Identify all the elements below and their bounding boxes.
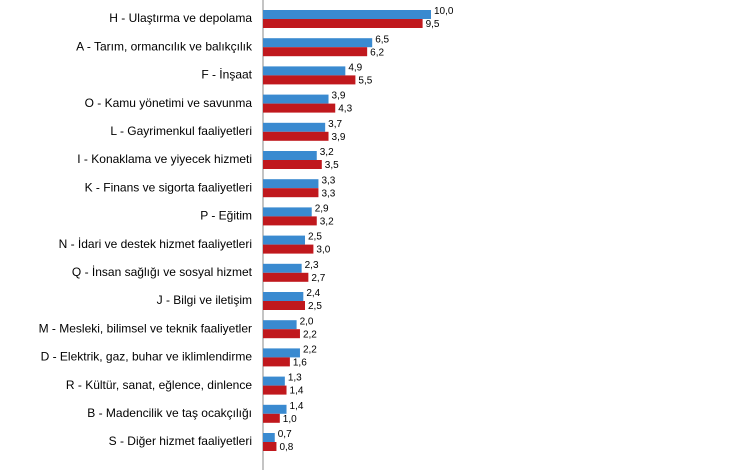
- category-label: A - Tarım, ormancılık ve balıkçılık: [76, 39, 253, 53]
- value-label: 0,8: [279, 442, 293, 453]
- bar: [263, 442, 277, 451]
- value-label: 5,5: [358, 76, 372, 87]
- category-label: J - Bilgi ve iletişim: [157, 293, 252, 307]
- category-label: R - Kültür, sanat, eğlence, dinlence: [66, 378, 252, 392]
- value-label: 1,4: [290, 401, 304, 412]
- category-label: Q - İnsan sağlığı ve sosyal hizmet: [72, 265, 253, 279]
- value-label: 1,4: [290, 386, 304, 397]
- bar: [263, 94, 329, 104]
- bar: [263, 188, 319, 198]
- value-label: 4,9: [348, 63, 362, 74]
- category-label: N - İdari ve destek hizmet faaliyetleri: [59, 237, 252, 251]
- bar: [263, 376, 285, 386]
- value-label: 1,6: [293, 358, 307, 369]
- value-label: 4,3: [338, 104, 352, 115]
- bar: [263, 47, 368, 57]
- value-label: 1,3: [288, 373, 302, 384]
- value-label: 3,5: [325, 160, 339, 171]
- value-label: 2,7: [311, 273, 325, 284]
- bar: [263, 151, 317, 160]
- value-label: 6,5: [375, 34, 389, 45]
- value-label: 3,2: [320, 147, 334, 158]
- bar: [263, 385, 287, 395]
- bar: [263, 404, 287, 414]
- value-label: 3,0: [316, 245, 330, 256]
- category-label: F - İnşaat: [201, 68, 252, 82]
- category-label: K - Finans ve sigorta faaliyetleri: [85, 180, 252, 194]
- bar: [263, 433, 275, 442]
- value-label: 3,7: [328, 119, 342, 130]
- bar: [263, 329, 300, 339]
- bar: [263, 263, 302, 273]
- value-label: 1,0: [283, 414, 297, 425]
- category-label: M - Mesleki, bilimsel ve teknik faaliyet…: [39, 321, 252, 335]
- bar: [263, 216, 317, 226]
- value-label: 6,2: [370, 47, 384, 58]
- value-label: 9,5: [426, 19, 440, 30]
- value-label: 2,3: [305, 260, 319, 271]
- value-label: 2,4: [306, 288, 320, 299]
- category-label: S - Diğer hizmet faaliyetleri: [109, 434, 252, 448]
- bar: [263, 292, 304, 301]
- category-label: O - Kamu yönetimi ve savunma: [85, 96, 253, 110]
- value-label: 0,7: [278, 429, 292, 440]
- bar: [263, 348, 300, 358]
- value-label: 2,2: [303, 345, 317, 356]
- bar: [263, 235, 305, 245]
- bar: [263, 272, 309, 282]
- value-label: 3,2: [320, 217, 334, 228]
- bar: [263, 413, 280, 423]
- value-label: 3,9: [332, 91, 346, 102]
- value-label: 10,0: [434, 6, 454, 17]
- bar: [263, 244, 314, 254]
- bar: [263, 38, 373, 48]
- value-label: 2,9: [315, 204, 329, 215]
- value-label: 3,3: [321, 188, 335, 199]
- bar: [263, 103, 336, 113]
- bar: [263, 160, 322, 169]
- value-label: 2,5: [308, 232, 322, 243]
- category-label: I - Konaklama ve yiyecek hizmeti: [77, 152, 252, 166]
- bar: [263, 320, 297, 330]
- bar: [263, 122, 326, 132]
- bar: [263, 10, 431, 19]
- category-label: L - Gayrimenkul faaliyetleri: [110, 124, 252, 138]
- bar: [263, 207, 312, 217]
- bar: [263, 131, 329, 141]
- category-label: B - Madencilik ve taş ocakçılığı: [87, 406, 252, 420]
- category-label: P - Eğitim: [200, 209, 252, 223]
- value-label: 2,5: [308, 301, 322, 312]
- bar: [263, 179, 319, 189]
- value-label: 2,2: [303, 329, 317, 340]
- value-label: 3,3: [321, 175, 335, 186]
- bar: [263, 75, 356, 85]
- bar: [263, 19, 423, 28]
- category-label: D - Elektrik, gaz, buhar ve iklimlendirm…: [41, 350, 253, 364]
- value-label: 2,0: [300, 316, 314, 327]
- bar: [263, 301, 305, 310]
- value-label: 3,9: [332, 132, 346, 143]
- bar: [263, 357, 290, 367]
- category-label: H - Ulaştırma ve depolama: [109, 11, 252, 25]
- bar: [263, 66, 346, 76]
